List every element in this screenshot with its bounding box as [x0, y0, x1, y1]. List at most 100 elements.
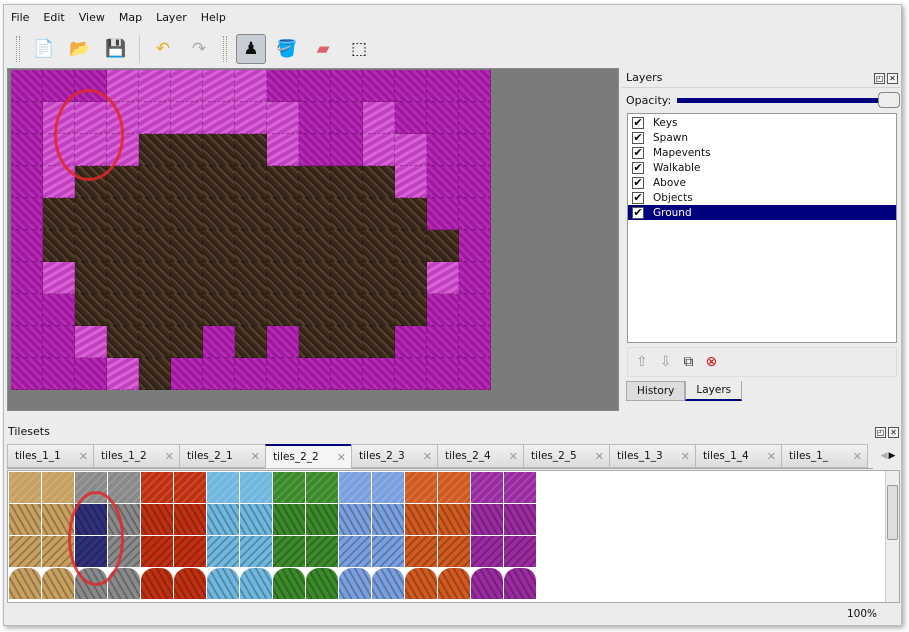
map-tile[interactable]: [11, 262, 43, 294]
map-tile[interactable]: [363, 358, 395, 390]
layer-item[interactable]: ✔ Walkable: [628, 160, 896, 175]
close-icon[interactable]: ✕: [887, 73, 898, 84]
tile[interactable]: [273, 536, 306, 568]
menu-edit[interactable]: Edit: [43, 11, 65, 24]
map-tile[interactable]: [75, 326, 107, 358]
scroll-right-icon[interactable]: ▶: [888, 451, 896, 461]
menu-map[interactable]: Map: [118, 11, 143, 24]
map-tile[interactable]: [203, 326, 235, 358]
tile-map[interactable]: [11, 70, 491, 390]
tile[interactable]: [471, 472, 504, 504]
map-tile[interactable]: [75, 262, 107, 294]
map-tile[interactable]: [427, 198, 459, 230]
map-tile[interactable]: [203, 70, 235, 102]
tile[interactable]: [174, 504, 207, 536]
layer-visibility-checkbox[interactable]: ✔: [632, 145, 644, 159]
map-tile[interactable]: [75, 294, 107, 326]
map-tile[interactable]: [331, 294, 363, 326]
menu-file[interactable]: File: [11, 11, 30, 24]
map-tile[interactable]: [427, 230, 459, 262]
map-tile[interactable]: [235, 102, 267, 134]
map-tile[interactable]: [395, 230, 427, 262]
tab-layers[interactable]: Layers: [685, 381, 743, 401]
map-tile[interactable]: [395, 166, 427, 198]
map-tile[interactable]: [107, 326, 139, 358]
save-button[interactable]: 💾: [101, 34, 131, 64]
map-tile[interactable]: [363, 70, 395, 102]
map-tile[interactable]: [107, 358, 139, 390]
redo-button[interactable]: ↷: [184, 34, 214, 64]
map-tile[interactable]: [395, 134, 427, 166]
map-tile[interactable]: [267, 134, 299, 166]
map-tile[interactable]: [395, 358, 427, 390]
bucket-fill-button[interactable]: 🪣: [272, 34, 302, 64]
map-tile[interactable]: [267, 198, 299, 230]
tile[interactable]: [504, 568, 537, 600]
map-tile[interactable]: [427, 70, 459, 102]
menu-view[interactable]: View: [78, 11, 105, 24]
tile[interactable]: [273, 472, 306, 504]
tile[interactable]: [108, 472, 141, 504]
tileset-tab[interactable]: tiles_1_3 ✕: [609, 444, 696, 468]
tile[interactable]: [141, 536, 174, 568]
tile[interactable]: [108, 568, 141, 600]
tile[interactable]: [471, 504, 504, 536]
map-tile[interactable]: [171, 326, 203, 358]
tile[interactable]: [306, 568, 339, 600]
toolbar-grip[interactable]: [16, 36, 20, 62]
tile[interactable]: [9, 472, 42, 504]
map-tile[interactable]: [11, 134, 43, 166]
map-tile[interactable]: [395, 198, 427, 230]
duplicate-layer-icon[interactable]: ⧉: [683, 354, 694, 370]
delete-layer-icon[interactable]: ⊗: [705, 354, 718, 370]
map-tile[interactable]: [267, 326, 299, 358]
map-tile[interactable]: [299, 358, 331, 390]
layer-visibility-checkbox[interactable]: ✔: [632, 130, 644, 144]
map-tile[interactable]: [235, 230, 267, 262]
layer-item[interactable]: ✔ Spawn: [628, 130, 896, 145]
map-tile[interactable]: [459, 294, 491, 326]
map-tile[interactable]: [267, 70, 299, 102]
map-tile[interactable]: [427, 166, 459, 198]
lower-layer-icon[interactable]: ⇩: [659, 354, 672, 370]
map-tile[interactable]: [171, 70, 203, 102]
tile[interactable]: [207, 568, 240, 600]
layer-item[interactable]: ✔ Keys: [628, 115, 896, 130]
map-tile[interactable]: [235, 294, 267, 326]
layer-item[interactable]: ✔ Mapevents: [628, 145, 896, 160]
map-tile[interactable]: [427, 262, 459, 294]
raise-layer-icon[interactable]: ⇧: [636, 354, 648, 370]
tile[interactable]: [438, 472, 471, 504]
map-tile[interactable]: [75, 358, 107, 390]
map-tile[interactable]: [331, 198, 363, 230]
map-tile[interactable]: [459, 198, 491, 230]
tile[interactable]: [438, 536, 471, 568]
map-tile[interactable]: [11, 102, 43, 134]
close-tab-icon[interactable]: ✕: [594, 449, 604, 463]
tile[interactable]: [504, 536, 537, 568]
map-tile[interactable]: [427, 134, 459, 166]
map-tile[interactable]: [43, 294, 75, 326]
tile[interactable]: [405, 568, 438, 600]
close-tab-icon[interactable]: ✕: [164, 449, 174, 463]
tile[interactable]: [240, 504, 273, 536]
map-tile[interactable]: [11, 294, 43, 326]
map-tile[interactable]: [395, 262, 427, 294]
tile[interactable]: [174, 568, 207, 600]
tile[interactable]: [405, 472, 438, 504]
map-tile[interactable]: [171, 262, 203, 294]
map-tile[interactable]: [203, 358, 235, 390]
tile[interactable]: [372, 504, 405, 536]
map-tile[interactable]: [139, 70, 171, 102]
map-tile[interactable]: [139, 294, 171, 326]
map-tile[interactable]: [235, 358, 267, 390]
close-icon[interactable]: ✕: [888, 426, 899, 438]
map-tile[interactable]: [331, 102, 363, 134]
map-tile[interactable]: [235, 166, 267, 198]
map-tile[interactable]: [75, 198, 107, 230]
layer-visibility-checkbox[interactable]: ✔: [632, 160, 644, 174]
map-tile[interactable]: [267, 294, 299, 326]
map-tile[interactable]: [235, 262, 267, 294]
tile[interactable]: [174, 536, 207, 568]
tile[interactable]: [339, 504, 372, 536]
